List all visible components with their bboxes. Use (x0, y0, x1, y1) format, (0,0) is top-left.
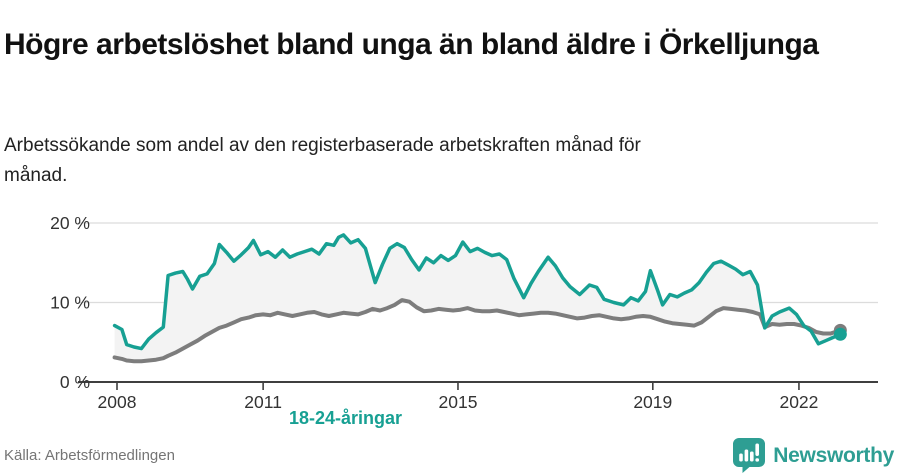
youth-end-dot (833, 327, 847, 341)
fill-between-area (114, 234, 841, 362)
y-tick-label: 10 % (50, 293, 90, 313)
chart-title: Högre arbetslöshet bland unga än bland ä… (4, 28, 819, 62)
x-tick-label: 2019 (633, 392, 672, 412)
youth-line (112, 233, 843, 351)
series-label-youth: 18-24-åringar (289, 408, 403, 428)
brand-name: Newsworthy (773, 443, 894, 467)
x-tick-label: 2015 (439, 392, 478, 412)
x-tick-label: 2011 (244, 392, 282, 412)
total-line (112, 298, 843, 364)
chart-area: 0 % 10 % 20 % 2008 2011 2015 2019 2022 18-24-år… (0, 190, 900, 430)
newsworthy-logo: Newsworthy (733, 438, 894, 473)
x-tick-label: 2008 (98, 392, 137, 412)
source-note: Källa: Arbetsförmedlingen (4, 447, 175, 464)
chart-subtitle: Arbetssökande som andel av den registerb… (4, 135, 641, 186)
y-tick-label: 0 % (60, 372, 90, 392)
chart-canvas: 0 % 10 % 20 % 2008 2011 2015 2019 2022 (50, 213, 878, 412)
x-tick-label: 2022 (779, 392, 818, 412)
newsworthy-bar-chart-icon (733, 438, 766, 473)
y-tick-label: 20 % (50, 213, 90, 233)
